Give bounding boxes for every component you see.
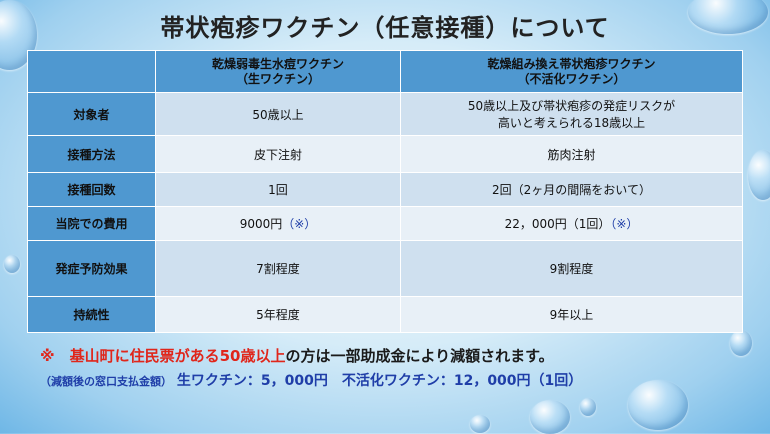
footnote-description: の方は一部助成金により減額されます。: [285, 347, 554, 365]
header-live-vaccine: 乾燥弱毒生水痘ワクチン （生ワクチン）: [155, 50, 401, 93]
cell-inactivated-duration: 9年以上: [400, 296, 743, 333]
reduced-price-label: （減額後の窓口支払金額）: [40, 375, 172, 388]
water-drop-decoration: [470, 415, 490, 433]
footnote-mark: ※: [40, 347, 70, 365]
vaccine-comparison-table: 乾燥弱毒生水痘ワクチン （生ワクチン） 乾燥組み換え帯状疱疹ワクチン （不活化ワ…: [27, 50, 743, 333]
cell-live-efficacy: 7割程度: [155, 240, 401, 297]
row-label-doses: 接種回数: [27, 172, 156, 207]
header-live-vaccine-type: （生ワクチン）: [235, 71, 320, 86]
cell-live-duration: 5年程度: [155, 296, 401, 333]
row-label-method: 接種方法: [27, 135, 156, 173]
water-drop-decoration: [688, 0, 768, 34]
table-row: 持続性 5年程度 9年以上: [27, 296, 743, 333]
water-drop-decoration: [580, 398, 596, 416]
header-inactivated-vaccine-type: （不活化ワクチン）: [517, 71, 626, 86]
cell-inactivated-method: 筋肉注射: [400, 135, 743, 173]
table-row: 対象者 50歳以上 50歳以上及び帯状疱疹の発症リスクが 高いと考えられる18歳…: [27, 92, 743, 136]
header-corner-cell: [27, 50, 156, 93]
cell-live-cost-note: （※）: [282, 217, 317, 231]
table-row: 当院での費用 9000円（※） 22，000円（1回）（※）: [27, 206, 743, 241]
cell-inactivated-cost-value: 22，000円（1回）: [504, 217, 611, 231]
water-drop-decoration: [530, 400, 570, 434]
reduced-price-values: 生ワクチン：5，000円 不活化ワクチン：12，000円（1回）: [176, 373, 583, 389]
cell-inactivated-cost: 22，000円（1回）（※）: [400, 206, 743, 241]
row-label-duration: 持続性: [27, 296, 156, 333]
cell-live-cost-value: 9000円: [239, 217, 283, 231]
subsidy-footnote: ※ 基山町に住民票がある50歳以上の方は一部助成金により減額されます。: [40, 345, 554, 366]
cell-live-cost: 9000円（※）: [155, 206, 401, 241]
page-title: 帯状疱疹ワクチン（任意接種）について: [160, 14, 610, 42]
header-inactivated-vaccine: 乾燥組み換え帯状疱疹ワクチン （不活化ワクチン）: [400, 50, 743, 93]
water-drop-decoration: [748, 150, 770, 200]
row-label-cost: 当院での費用: [27, 206, 156, 241]
cell-inactivated-target: 50歳以上及び帯状疱疹の発症リスクが 高いと考えられる18歳以上: [400, 92, 743, 136]
header-live-vaccine-name: 乾燥弱毒生水痘ワクチン: [211, 56, 344, 71]
reduced-price-note: （減額後の窓口支払金額） 生ワクチン：5，000円 不活化ワクチン：12，000…: [40, 370, 582, 390]
cell-inactivated-target-line2: 高いと考えられる18歳以上: [497, 116, 646, 130]
row-label-target: 対象者: [27, 92, 156, 136]
cell-inactivated-doses: 2回（2ヶ月の間隔をおいて）: [400, 172, 743, 207]
table-row: 接種回数 1回 2回（2ヶ月の間隔をおいて）: [27, 172, 743, 207]
cell-inactivated-efficacy: 9割程度: [400, 240, 743, 297]
table-row: 接種方法 皮下注射 筋肉注射: [27, 135, 743, 173]
water-drop-decoration: [730, 330, 752, 356]
cell-inactivated-target-line1: 50歳以上及び帯状疱疹の発症リスクが: [467, 99, 676, 113]
footnote-eligibility: 基山町に住民票がある50歳以上: [69, 347, 286, 365]
cell-live-method: 皮下注射: [155, 135, 401, 173]
water-drop-decoration: [4, 255, 20, 273]
cell-inactivated-cost-note: （※）: [610, 217, 639, 231]
water-drop-decoration: [628, 380, 688, 430]
table-header-row: 乾燥弱毒生水痘ワクチン （生ワクチン） 乾燥組み換え帯状疱疹ワクチン （不活化ワ…: [27, 50, 743, 93]
row-label-efficacy: 発症予防効果: [27, 240, 156, 297]
cell-live-target: 50歳以上: [155, 92, 401, 136]
table-row: 発症予防効果 7割程度 9割程度: [27, 240, 743, 297]
header-inactivated-vaccine-name: 乾燥組み換え帯状疱疹ワクチン: [487, 56, 656, 71]
cell-live-doses: 1回: [155, 172, 401, 207]
